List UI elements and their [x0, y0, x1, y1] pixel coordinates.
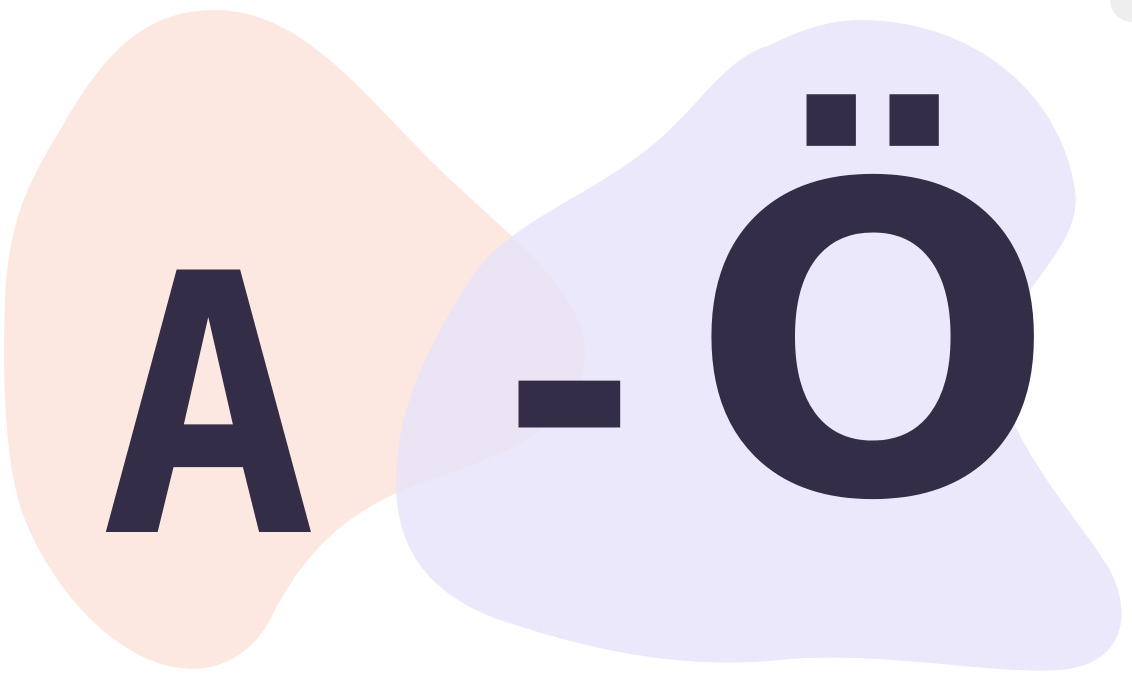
range-dash: -	[470, 193, 669, 577]
lavender-blob	[395, 20, 1122, 671]
peach-blob	[4, 10, 586, 669]
letter-o-umlaut: Ö	[690, 95, 1056, 595]
letter-a: A	[100, 198, 317, 617]
